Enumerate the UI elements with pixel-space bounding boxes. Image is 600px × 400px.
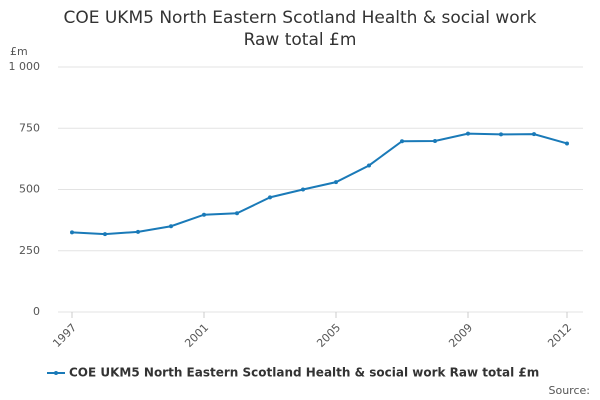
point (103, 232, 107, 237)
legend-marker (54, 371, 58, 375)
point (532, 132, 536, 137)
x-tick-label: 2012 (545, 321, 574, 350)
point (466, 131, 470, 136)
point (565, 141, 569, 146)
y-tick-label: 500 (19, 183, 40, 196)
x-tick-label: 1997 (50, 321, 79, 350)
legend-label: COE UKM5 North Eastern Scotland Health &… (69, 366, 539, 380)
y-tick-label: 250 (19, 244, 40, 257)
point (367, 163, 371, 168)
point (433, 138, 437, 143)
x-tick-label: 2001 (182, 321, 211, 350)
point (301, 187, 305, 192)
point (268, 195, 272, 200)
chart-title: COE UKM5 North Eastern Scotland Health &… (63, 8, 536, 28)
y-axis-label: £m (10, 45, 28, 58)
point (235, 211, 239, 216)
x-tick-label: 2005 (314, 321, 343, 350)
point (169, 224, 173, 229)
chart-title: Raw total £m (244, 30, 357, 50)
point (202, 212, 206, 217)
point (70, 230, 74, 235)
y-tick-label: 0 (33, 305, 40, 318)
point (499, 132, 503, 137)
series-line (71, 132, 568, 236)
point (400, 139, 404, 144)
source: Source: (549, 384, 591, 397)
point (334, 180, 338, 185)
y-tick-label: 1 000 (9, 60, 41, 73)
x-tick-label: 2009 (446, 321, 475, 350)
y-tick-label: 750 (19, 121, 40, 134)
point (136, 229, 140, 234)
